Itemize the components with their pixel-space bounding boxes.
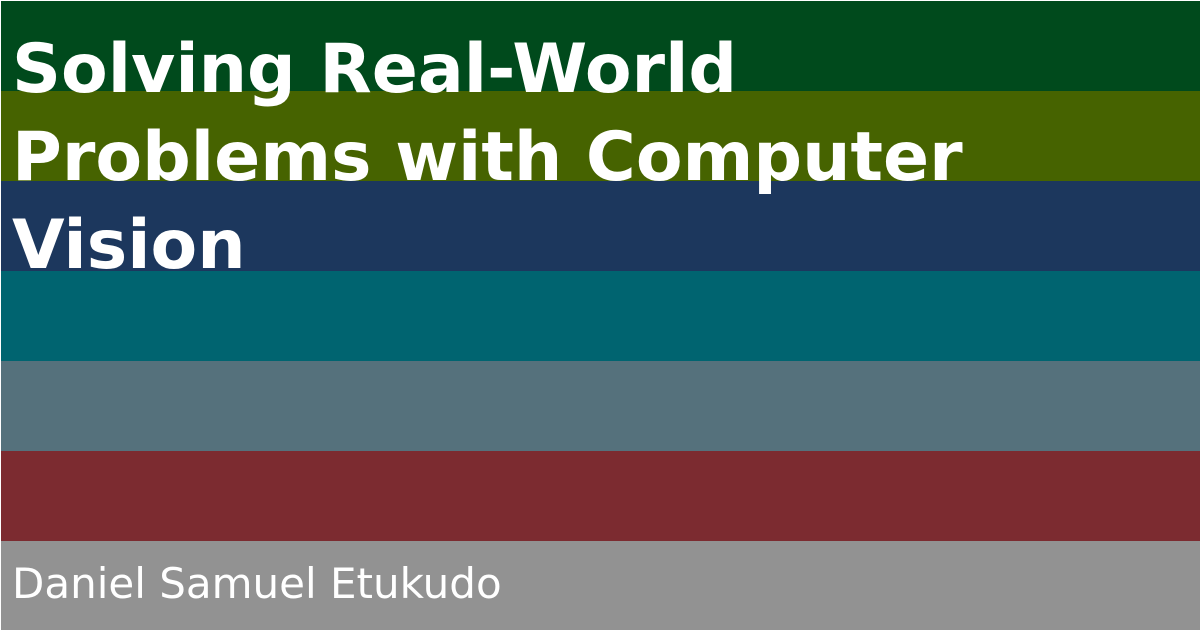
stripe-olive-green xyxy=(1,91,1200,181)
stripe-navy xyxy=(1,181,1200,271)
stripe-slate xyxy=(1,361,1200,451)
stripe-dark-green xyxy=(1,1,1200,91)
stripe-maroon xyxy=(1,451,1200,541)
stripe-gray xyxy=(1,541,1200,630)
title-line-2: Problems with Computer xyxy=(12,118,963,197)
title-line-1: Solving Real-World xyxy=(12,30,738,109)
author-name: Daniel Samuel Etukudo xyxy=(12,559,502,608)
stripe-teal xyxy=(1,271,1200,361)
title-line-3: Vision xyxy=(12,206,246,285)
page-title: Solving Real-World Problems with Compute… xyxy=(12,26,1192,290)
